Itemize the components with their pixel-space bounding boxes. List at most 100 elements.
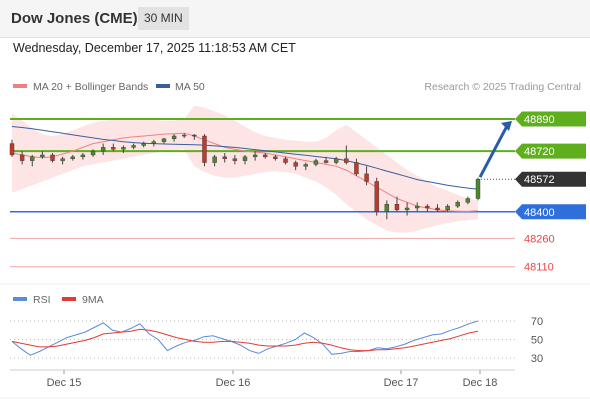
ma50-line bbox=[11, 126, 479, 190]
candle-body bbox=[19, 154, 25, 161]
ma20-legend-label: MA 20 + Bollinger Bands bbox=[33, 81, 148, 93]
candle-body bbox=[9, 143, 15, 156]
bollinger-band-area bbox=[12, 105, 478, 233]
candle-body bbox=[70, 156, 75, 159]
candle bbox=[263, 153, 268, 159]
x-tick-label: Dec 17 bbox=[384, 377, 419, 389]
candle bbox=[121, 145, 126, 154]
candle bbox=[70, 154, 75, 161]
level-tag-label: 48110 bbox=[524, 262, 554, 274]
candle bbox=[40, 151, 45, 159]
candle-body bbox=[131, 145, 136, 148]
candle-body bbox=[293, 162, 298, 167]
candle-body bbox=[283, 158, 288, 163]
candle-body bbox=[344, 158, 349, 163]
candle bbox=[445, 204, 450, 212]
candle bbox=[333, 156, 339, 165]
candle-body bbox=[232, 158, 238, 161]
candle-body bbox=[242, 156, 248, 161]
candle-body bbox=[273, 156, 278, 159]
projection-arrow-head bbox=[501, 120, 512, 131]
candle-body bbox=[50, 154, 55, 161]
level-tag-bg bbox=[515, 143, 586, 159]
candle bbox=[344, 145, 349, 165]
candle bbox=[455, 200, 460, 208]
candle-body bbox=[455, 202, 460, 207]
candle-body bbox=[263, 154, 268, 158]
candle bbox=[293, 160, 298, 171]
ma50-legend-label: MA 50 bbox=[175, 81, 205, 93]
candle-body bbox=[222, 156, 227, 159]
candle-body bbox=[161, 138, 167, 142]
candle-body bbox=[90, 150, 96, 156]
candle-body bbox=[475, 178, 481, 199]
copyright-credit: Research © 2025 Trading Central bbox=[424, 81, 581, 93]
level-tag-bg bbox=[515, 111, 586, 127]
candle bbox=[232, 154, 238, 165]
candle-body bbox=[202, 135, 207, 163]
candle-body bbox=[171, 135, 177, 140]
rsi-legend-swatch bbox=[13, 297, 27, 301]
x-tick-label: Dec 18 bbox=[463, 377, 498, 389]
level-tag-label: 48720 bbox=[524, 146, 555, 158]
level-tag-label: 48260 bbox=[524, 233, 555, 245]
rsi-tick-label: 70 bbox=[531, 316, 543, 328]
candle bbox=[9, 139, 15, 157]
candle-body bbox=[354, 162, 359, 175]
candle bbox=[364, 166, 369, 186]
candle-body bbox=[192, 134, 197, 137]
rsi-line bbox=[11, 320, 479, 356]
interval-badge[interactable]: 30 MIN bbox=[138, 7, 189, 30]
chart-header: Dow Jones (CME) 30 MIN bbox=[0, 0, 590, 38]
candle bbox=[425, 204, 430, 212]
legend: MA 20 + Bollinger Bands MA 50 Research ©… bbox=[13, 81, 581, 306]
candle bbox=[100, 143, 106, 155]
candle bbox=[242, 154, 248, 165]
candle bbox=[415, 202, 420, 212]
timestamp: Wednesday, December 17, 2025 11:18:53 AM… bbox=[13, 41, 296, 55]
x-tick-label: Dec 15 bbox=[47, 377, 82, 389]
candle-body bbox=[121, 147, 126, 150]
candle bbox=[182, 133, 187, 138]
ma50-legend-swatch bbox=[156, 84, 170, 88]
candle-body bbox=[465, 198, 471, 203]
candle bbox=[222, 153, 227, 163]
candle bbox=[323, 156, 329, 164]
level-tag-48572: 48572 bbox=[515, 171, 586, 187]
rsi-tick-label: 50 bbox=[531, 335, 543, 347]
level-tag-48400: 48400 bbox=[515, 204, 586, 220]
candle bbox=[171, 134, 177, 142]
candle bbox=[354, 158, 359, 176]
candle bbox=[80, 153, 86, 160]
x-tick-label: Dec 16 bbox=[216, 377, 251, 389]
level-tag-48110: 48110 bbox=[524, 262, 554, 274]
ma20-line bbox=[11, 132, 479, 212]
candle bbox=[273, 154, 278, 161]
candle bbox=[283, 156, 288, 165]
level-tag-label: 48572 bbox=[524, 174, 555, 186]
candle-body bbox=[364, 173, 369, 182]
candle-body bbox=[384, 204, 390, 212]
candle bbox=[212, 154, 217, 167]
candle-body bbox=[100, 147, 106, 152]
candle bbox=[202, 134, 207, 167]
candle bbox=[90, 149, 96, 157]
candle bbox=[50, 153, 55, 163]
level-tag-label: 48400 bbox=[524, 207, 555, 219]
candle-body bbox=[425, 205, 430, 209]
candle-body bbox=[415, 205, 420, 209]
candle bbox=[435, 204, 440, 212]
candle bbox=[384, 200, 390, 220]
candle-body bbox=[40, 154, 45, 158]
level-tag-48890: 48890 bbox=[515, 111, 586, 127]
candle-body bbox=[30, 156, 35, 161]
level-tag-bg bbox=[515, 204, 586, 220]
candle bbox=[374, 177, 379, 216]
candle-body bbox=[151, 141, 157, 144]
candle bbox=[151, 139, 157, 147]
candle-body bbox=[323, 160, 329, 163]
rsi-tick-label: 30 bbox=[531, 353, 543, 365]
rsi-legend-label: RSI bbox=[33, 294, 51, 306]
candle bbox=[131, 143, 136, 150]
candle-body bbox=[313, 160, 319, 165]
